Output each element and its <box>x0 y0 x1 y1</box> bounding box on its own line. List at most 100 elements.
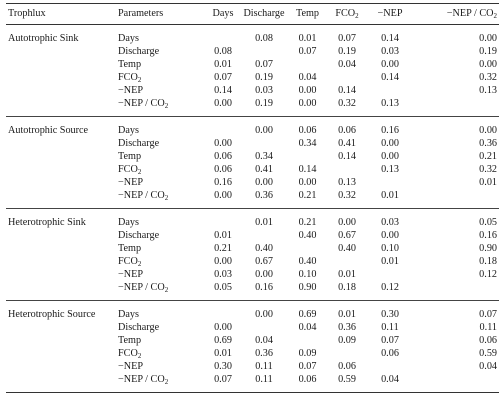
table-row: Temp 0.21 0.40 0.40 0.10 0.90 <box>6 242 499 255</box>
value-cell-nep: 0.13 <box>381 164 399 175</box>
parameter-subscript: 2 <box>137 168 142 176</box>
header-fco2: FCO2 <box>335 8 359 20</box>
value-cell-discharge: 0.40 <box>255 243 273 254</box>
value-cell-nep-co2-ratio: 0.21 <box>479 151 497 162</box>
value-cell-days: 0.00 <box>214 138 232 149</box>
value-cell-fco2: 0.09 <box>338 335 356 346</box>
trophlux-cell <box>6 347 118 360</box>
header-nep: −NEP <box>377 8 403 19</box>
value-cell-fco2 <box>325 163 369 176</box>
value-cell-days: 0.00 <box>214 190 232 201</box>
table-row: Discharge 0.08 0.07 0.19 0.03 0.19 <box>6 45 499 58</box>
parameter-cell: −NEP / CO2 <box>118 373 208 393</box>
value-cell-temp: 0.34 <box>298 138 317 149</box>
value-cell-discharge: 0.00 <box>255 125 273 136</box>
value-cell-nep: 0.14 <box>381 33 399 44</box>
parameter-label: Discharge <box>118 138 160 149</box>
table-row: FCO2 0.00 0.67 0.40 0.01 0.18 <box>6 255 499 268</box>
value-cell-discharge: 0.01 <box>255 217 273 228</box>
parameter-label: −NEP / CO <box>118 98 165 109</box>
value-cell-fco2: 0.06 <box>338 125 356 136</box>
parameter-cell: Discharge <box>118 45 208 58</box>
header-days: Days <box>212 8 234 19</box>
parameter-cell: Discharge <box>118 229 208 242</box>
value-cell-nep: 0.03 <box>381 46 399 57</box>
value-cell-nep <box>369 360 411 373</box>
value-cell-days: 0.05 <box>214 282 232 293</box>
value-cell-nep-co2-ratio <box>411 97 499 117</box>
value-cell-nep: 0.16 <box>381 125 399 136</box>
value-cell-temp: 0.07 <box>298 361 317 372</box>
value-cell-discharge: 0.00 <box>255 309 273 320</box>
value-cell-nep-co2-ratio: 0.05 <box>479 217 497 228</box>
table-row: FCO2 0.06 0.41 0.14 0.13 0.32 <box>6 163 499 176</box>
table-row: −NEP / CO2 0.00 0.19 0.00 0.32 0.13 <box>6 97 499 117</box>
value-cell-nep-co2-ratio: 0.06 <box>479 335 497 346</box>
parameter-label: −NEP <box>118 85 143 96</box>
value-cell-nep: 0.06 <box>381 348 399 359</box>
value-cell-fco2: 0.14 <box>338 85 356 96</box>
value-cell-fco2: 0.40 <box>338 243 356 254</box>
value-cell-nep: 0.00 <box>381 138 399 149</box>
value-cell-nep-co2-ratio: 0.11 <box>479 322 497 333</box>
parameter-cell: Discharge <box>118 137 208 150</box>
value-cell-temp: 0.00 <box>298 85 317 96</box>
trophlux-cell <box>6 229 118 242</box>
parameter-label: −NEP <box>118 269 143 280</box>
table-row: Temp 0.69 0.04 0.09 0.07 0.06 <box>6 334 499 347</box>
value-cell-temp: 0.90 <box>298 282 317 293</box>
value-cell-nep <box>369 84 411 97</box>
trophlux-cell <box>6 45 118 58</box>
value-cell-temp <box>290 242 325 255</box>
value-cell-fco2: 0.14 <box>338 151 356 162</box>
value-cell-fco2 <box>325 255 369 268</box>
table-row: −NEP 0.30 0.11 0.07 0.06 0.04 <box>6 360 499 373</box>
value-cell-nep-co2-ratio: 0.13 <box>479 85 497 96</box>
value-cell-temp: 0.04 <box>298 72 317 83</box>
value-cell-fco2: 0.07 <box>338 33 356 44</box>
trophlux-cell <box>6 373 118 393</box>
value-cell-temp: 0.14 <box>298 164 317 175</box>
value-cell-discharge: 0.36 <box>255 348 273 359</box>
value-cell-days: 0.69 <box>214 335 232 346</box>
trophlux-cell <box>6 97 118 117</box>
trophlux-cell <box>6 281 118 301</box>
parameter-label: Temp <box>118 59 142 70</box>
value-cell-fco2 <box>325 71 369 84</box>
value-cell-discharge: 0.19 <box>255 98 273 109</box>
parameter-cell: Days <box>118 117 208 138</box>
parameter-subscript: 2 <box>164 378 169 386</box>
value-cell-nep: 0.00 <box>381 230 399 241</box>
correlation-table-container: Trophlux Parameters Days Discharge Temp … <box>6 3 499 393</box>
trophlux-cell <box>6 58 118 71</box>
parameter-cell: Discharge <box>118 321 208 334</box>
trophlux-cell <box>6 150 118 163</box>
table-row: −NEP 0.16 0.00 0.00 0.13 0.01 <box>6 176 499 189</box>
value-cell-nep: 0.00 <box>381 59 399 70</box>
value-cell-fco2: 0.32 <box>338 98 356 109</box>
parameter-label: −NEP / CO <box>118 190 165 201</box>
value-cell-nep-co2-ratio: 0.01 <box>479 177 497 188</box>
value-cell-fco2: 0.13 <box>338 177 356 188</box>
value-cell-fco2: 0.36 <box>338 322 356 333</box>
value-cell-days: 0.01 <box>214 348 232 359</box>
value-cell-nep: 0.07 <box>381 335 399 346</box>
table-row: Discharge 0.01 0.40 0.67 0.00 0.16 <box>6 229 499 242</box>
table-row: Temp 0.06 0.34 0.14 0.00 0.21 <box>6 150 499 163</box>
parameter-label: Temp <box>118 243 142 254</box>
value-cell-temp: 0.00 <box>298 177 317 188</box>
value-cell-nep: 0.11 <box>381 322 399 333</box>
parameter-cell: FCO2 <box>118 255 208 268</box>
value-cell-discharge: 0.11 <box>255 361 273 372</box>
parameter-label: Discharge <box>118 322 160 333</box>
table-row: −NEP 0.03 0.00 0.10 0.01 0.12 <box>6 268 499 281</box>
value-cell-days: 0.16 <box>214 177 232 188</box>
parameter-cell: Temp <box>118 150 208 163</box>
value-cell-temp: 0.21 <box>298 190 317 201</box>
value-cell-temp: 0.06 <box>298 125 317 136</box>
parameter-cell: −NEP / CO2 <box>118 97 208 117</box>
value-cell-nep-co2-ratio: 0.04 <box>479 361 497 372</box>
parameter-label: Days <box>118 217 139 228</box>
value-cell-nep-co2-ratio: 0.16 <box>479 230 497 241</box>
value-cell-temp <box>290 334 325 347</box>
